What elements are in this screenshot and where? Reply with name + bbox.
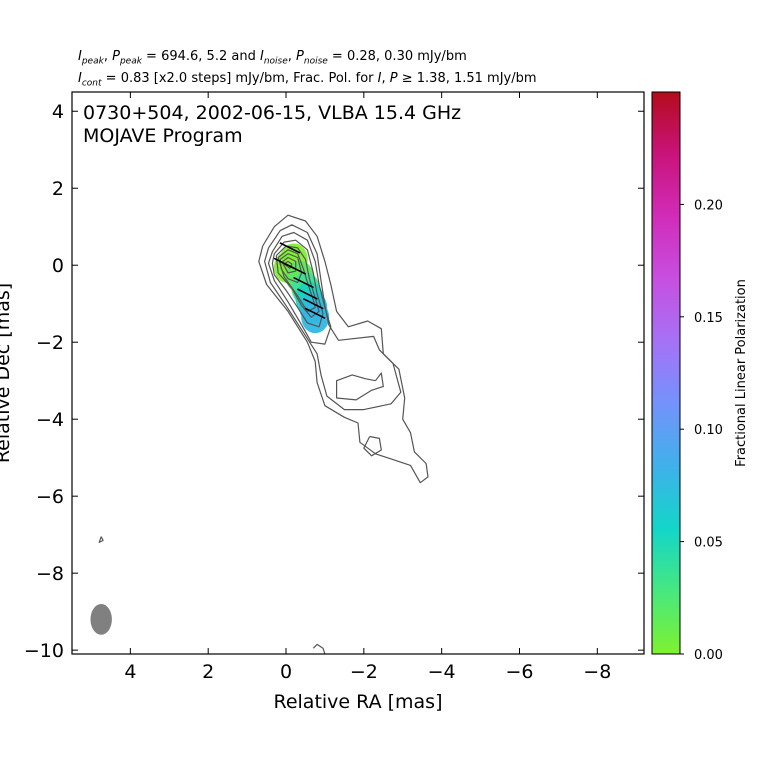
contour-line: [267, 231, 332, 345]
contour-line: [363, 435, 382, 457]
y-axis-label: Relative Dec [mas]: [0, 283, 14, 463]
evpa-tick: [279, 242, 301, 254]
colorbar-tick-label: 0.20: [694, 198, 723, 213]
header-line1: Ipeak, Ppeak = 694.6, 5.2 and Inoise, Pn…: [78, 49, 467, 67]
beam: [90, 603, 112, 635]
x-tick-label: −8: [583, 661, 611, 683]
evpa-tick: [297, 288, 318, 300]
x-tick-label: −4: [428, 661, 456, 683]
plot-area: [72, 92, 644, 654]
chart-title-line1: 0730+504, 2002-06-15, VLBA 15.4 GHz: [83, 102, 461, 124]
contour-line: [98, 536, 104, 543]
contour-line: [283, 260, 293, 269]
colorbar-tick-label: 0.10: [694, 423, 723, 438]
contour-line: [271, 239, 324, 328]
colorbar-tick-label: 0.05: [694, 536, 723, 551]
x-tick-label: −6: [505, 661, 533, 683]
contour-line: [277, 249, 316, 312]
contour-line: [258, 214, 429, 484]
beam-ellipse: [90, 603, 112, 635]
contour-line: [312, 643, 326, 654]
colorbar: [651, 91, 681, 655]
evpa-tick: [304, 307, 326, 320]
y-axis-ticks: 4 2 0 −2 −4 −6 −8 −10: [24, 101, 644, 662]
evpa-tick: [302, 297, 324, 310]
x-tick-label: 4: [124, 661, 136, 683]
contour-line: [275, 245, 320, 318]
x-tick-label: 2: [202, 661, 214, 683]
contour-lines: [98, 214, 429, 654]
evpa-tick: [285, 263, 307, 275]
colorbar-tick-label: 0.00: [694, 648, 723, 663]
colorbar-ticks: 0.00 0.05 0.10 0.15 0.20: [680, 198, 723, 663]
header-line2: Icont = 0.83 [x2.0 steps] mJy/bm, Frac. …: [78, 71, 537, 89]
evpa-vectors: [273, 242, 326, 320]
x-axis-ticks: 4 2 0 −2 −4 −6 −8: [124, 92, 611, 683]
contour-line: [264, 224, 402, 411]
x-tick-label: 0: [280, 661, 292, 683]
contour-line: [279, 253, 303, 284]
x-tick-label: −2: [350, 661, 378, 683]
y-tick-label: −4: [36, 409, 64, 431]
contour-line: [281, 256, 297, 274]
y-tick-label: −2: [36, 332, 64, 354]
y-tick-label: −6: [36, 486, 64, 508]
y-tick-label: 2: [52, 178, 64, 200]
y-tick-label: −8: [36, 563, 64, 585]
x-axis-label: Relative RA [mas]: [273, 691, 442, 713]
y-tick-label: 4: [52, 101, 64, 123]
evpa-tick: [293, 276, 314, 289]
colorbar-label: Fractional Linear Polarization: [734, 279, 749, 467]
y-tick-label: −10: [24, 640, 64, 662]
colorbar-tick-label: 0.15: [694, 311, 723, 326]
contour-line: [336, 372, 384, 401]
chart-title-line2: MOJAVE Program: [83, 125, 243, 147]
y-tick-label: 0: [52, 255, 64, 277]
plot-frame: [71, 91, 645, 655]
